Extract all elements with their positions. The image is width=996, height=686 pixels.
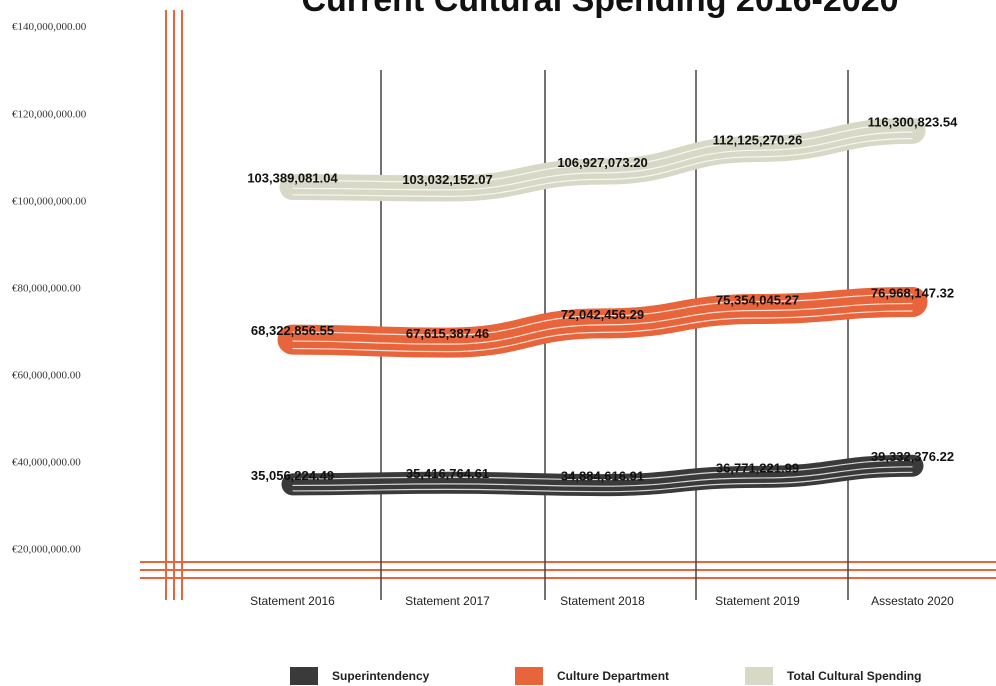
chart-title: Current Cultural Spending 2016-2020 bbox=[301, 0, 898, 19]
data-label: 112,125,270.26 bbox=[713, 132, 803, 147]
data-label: 68,322,856.55 bbox=[251, 323, 334, 338]
y-tick-label: €80,000,000.00 bbox=[12, 282, 81, 294]
data-label: 36,771,221.99 bbox=[716, 460, 799, 475]
data-label: 116,300,823.54 bbox=[868, 114, 958, 129]
y-tick-label: €20,000,000.00 bbox=[12, 543, 81, 555]
legend-swatch bbox=[515, 667, 543, 685]
data-label: 67,615,387.46 bbox=[406, 326, 489, 341]
legend-swatch bbox=[290, 667, 318, 685]
x-tick-label: Statement 2018 bbox=[560, 594, 645, 608]
y-tick-label: €100,000,000.00 bbox=[12, 195, 87, 207]
data-label: 39,332,376.22 bbox=[871, 449, 954, 464]
legend-label: Culture Department bbox=[557, 669, 669, 683]
x-tick-label: Assestato 2020 bbox=[871, 594, 954, 608]
data-label: 103,032,152.07 bbox=[402, 172, 492, 187]
data-label: 35,056,224.49 bbox=[251, 468, 334, 483]
data-label: 72,042,456.29 bbox=[561, 307, 644, 322]
data-label: 103,389,081.04 bbox=[247, 170, 338, 185]
x-tick-label: Statement 2019 bbox=[715, 594, 800, 608]
y-tick-label: €120,000,000.00 bbox=[12, 108, 87, 120]
data-label: 35,416,764.61 bbox=[406, 466, 489, 481]
data-label: 34,884,616.91 bbox=[561, 469, 644, 484]
y-tick-label: €60,000,000.00 bbox=[12, 369, 81, 381]
chart: Current Cultural Spending 2016-2020 €20,… bbox=[0, 0, 996, 686]
data-label: 76,968,147.32 bbox=[871, 285, 954, 300]
y-tick-label: €140,000,000.00 bbox=[12, 21, 87, 33]
data-label: 106,927,073.20 bbox=[557, 155, 647, 170]
y-tick-label: €40,000,000.00 bbox=[12, 456, 81, 468]
legend-label: Superintendency bbox=[332, 669, 430, 683]
x-tick-label: Statement 2017 bbox=[405, 594, 490, 608]
legend-swatch bbox=[745, 667, 773, 685]
x-tick-label: Statement 2016 bbox=[250, 594, 335, 608]
data-label: 75,354,045.27 bbox=[716, 292, 799, 307]
legend-label: Total Cultural Spending bbox=[787, 669, 921, 683]
